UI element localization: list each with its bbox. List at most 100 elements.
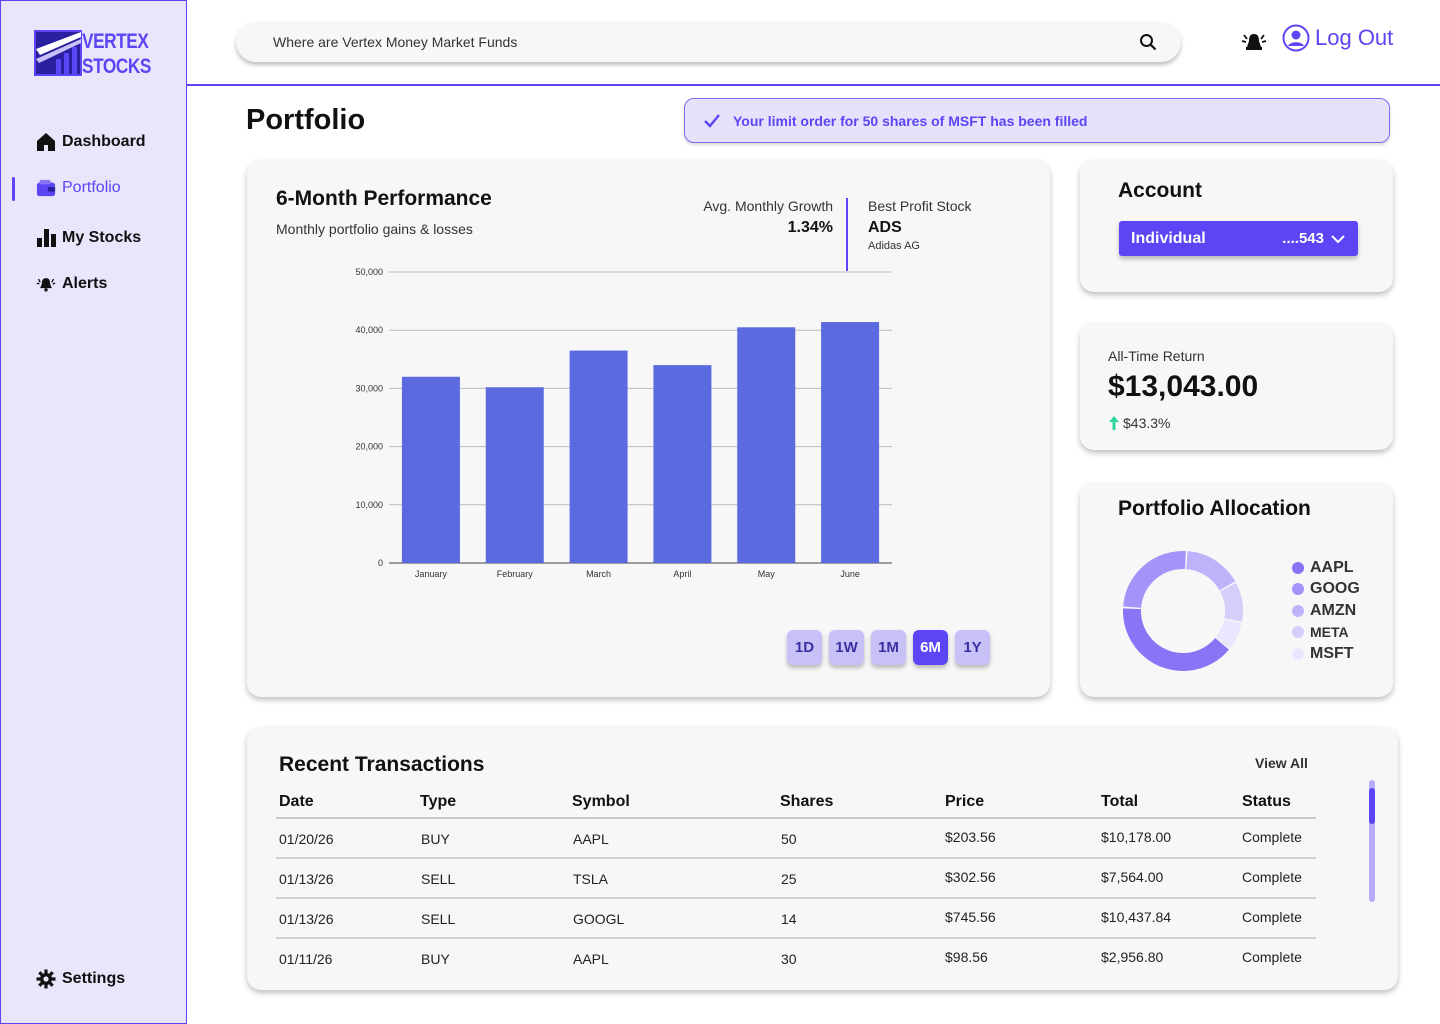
legend-label: AAPL xyxy=(1310,558,1354,576)
return-change-value: $43.3% xyxy=(1123,415,1171,431)
cell-shares: 25 xyxy=(781,871,797,887)
cell-status: Complete xyxy=(1242,949,1302,965)
performance-bar-chart: 0 10,000 20,000 30,000 40,000 50,000 January Fe… xyxy=(355,267,892,579)
cell-type: BUY xyxy=(421,951,450,967)
bar xyxy=(401,376,460,563)
search-icon[interactable] xyxy=(1139,33,1157,51)
column-header-symbol[interactable]: Symbol xyxy=(572,793,630,810)
arrow-up-icon xyxy=(1109,416,1119,430)
table-row[interactable]: 01/11/26 BUY AAPL 30 $98.56 $2,956.80 Co… xyxy=(276,939,1316,979)
bell-icon xyxy=(36,278,56,292)
range-button-1w[interactable]: 1W xyxy=(829,630,864,665)
cell-shares: 14 xyxy=(781,911,797,927)
search-input[interactable]: Where are Vertex Money Market Funds xyxy=(273,34,518,50)
cell-price: $203.56 xyxy=(945,829,996,845)
y-tick-label: 20,000 xyxy=(355,442,383,452)
donut-slice-amzn[interactable] xyxy=(1122,550,1244,672)
sidebar-item-settings[interactable]: Settings xyxy=(36,969,125,989)
bar-chart-icon xyxy=(37,229,56,247)
alarm-bell-icon[interactable] xyxy=(1240,28,1268,56)
account-title: Account xyxy=(1118,179,1202,202)
best-stock-name: Adidas AG xyxy=(868,240,920,252)
best-stock-symbol: ADS xyxy=(868,219,902,236)
legend-dot xyxy=(1292,583,1304,596)
logo-line2: STOCKS xyxy=(82,55,151,78)
column-header-date[interactable]: Date xyxy=(279,793,314,810)
column-header-type[interactable]: Type xyxy=(420,793,457,810)
table-row[interactable]: 01/13/26 SELL TSLA 25 $302.56 $7,564.00 … xyxy=(276,859,1316,899)
chevron-down-icon xyxy=(1331,234,1345,243)
sidebar: VERTEX STOCKS Dashboard Portfolio My Sto… xyxy=(0,0,187,1024)
account-type: Individual xyxy=(1131,229,1206,247)
donut-slice-aapl[interactable] xyxy=(1122,550,1244,672)
donut-slice-goog[interactable] xyxy=(1122,550,1244,672)
sidebar-item-dashboard[interactable]: Dashboard xyxy=(36,132,146,152)
sidebar-item-alerts[interactable]: Alerts xyxy=(36,274,107,294)
legend-dot xyxy=(1292,604,1304,617)
sidebar-item-label: Dashboard xyxy=(62,133,146,150)
legend-label: META xyxy=(1310,624,1349,641)
avg-growth-value: 1.34% xyxy=(787,219,833,236)
legend-item-msft: MSFT xyxy=(1292,643,1360,665)
logo[interactable]: VERTEX STOCKS xyxy=(34,29,154,81)
order-notification[interactable]: Your limit order for 50 shares of MSFT h… xyxy=(684,98,1390,143)
legend-label: AMZN xyxy=(1310,601,1357,619)
table-row[interactable]: 01/20/26 BUY AAPL 50 $203.56 $10,178.00 … xyxy=(276,819,1316,859)
gear-icon xyxy=(36,969,56,989)
range-button-1d[interactable]: 1D xyxy=(787,630,822,665)
cell-symbol: TSLA xyxy=(573,871,609,887)
logout-button[interactable]: Log Out xyxy=(1282,24,1393,52)
column-header-total[interactable]: Total xyxy=(1101,793,1139,810)
wallet-icon xyxy=(36,179,56,197)
allocation-legend: AAPL GOOG AMZN META MSFT xyxy=(1292,557,1360,665)
sidebar-item-label: Settings xyxy=(62,970,126,987)
legend-dot xyxy=(1292,626,1304,639)
performance-title: 6-Month Performance xyxy=(276,187,492,210)
sidebar-item-portfolio[interactable]: Portfolio xyxy=(36,178,121,198)
range-button-1m[interactable]: 1M xyxy=(871,630,906,665)
cell-type: SELL xyxy=(421,911,456,927)
column-header-price[interactable]: Price xyxy=(945,793,985,810)
cell-symbol: AAPL xyxy=(573,951,609,967)
allocation-title: Portfolio Allocation xyxy=(1118,497,1311,520)
cell-shares: 50 xyxy=(781,831,797,847)
legend-label: MSFT xyxy=(1310,644,1354,662)
x-tick-label: April xyxy=(673,569,691,579)
account-dropdown[interactable]: Individual ....543 xyxy=(1119,221,1358,256)
cell-total: $2,956.80 xyxy=(1101,949,1164,965)
cell-status: Complete xyxy=(1242,909,1302,925)
transactions-card: Recent Transactions View All Date Type S… xyxy=(247,727,1398,990)
return-change: $43.3% xyxy=(1108,415,1170,431)
logout-label: Log Out xyxy=(1315,25,1394,50)
range-button-6m[interactable]: 6M xyxy=(913,630,948,665)
return-label: All-Time Return xyxy=(1108,348,1205,364)
x-tick-label: March xyxy=(586,569,611,579)
cell-total: $7,564.00 xyxy=(1101,869,1164,885)
table-header: Date Type Symbol Shares Price Total Stat… xyxy=(276,790,1316,819)
range-selector: 1D 1W 1M 6M 1Y xyxy=(787,630,990,665)
scrollbar-thumb[interactable] xyxy=(1369,788,1375,824)
search-bar[interactable]: Where are Vertex Money Market Funds xyxy=(236,22,1181,62)
performance-subtitle: Monthly portfolio gains & losses xyxy=(276,221,473,237)
performance-card: 6-Month Performance Monthly portfolio ga… xyxy=(247,160,1050,697)
table-row[interactable]: 01/13/26 SELL GOOGL 14 $745.56 $10,437.8… xyxy=(276,899,1316,939)
bar xyxy=(737,327,796,563)
sidebar-item-my-stocks[interactable]: My Stocks xyxy=(36,228,141,248)
range-button-1y[interactable]: 1Y xyxy=(955,630,990,665)
cell-date: 01/13/26 xyxy=(279,911,334,927)
legend-item-aapl: AAPL xyxy=(1292,557,1360,579)
table-scrollbar[interactable] xyxy=(1369,780,1375,902)
sidebar-item-label: Portfolio xyxy=(62,179,121,196)
logo-text: VERTEX STOCKS xyxy=(82,29,151,79)
page-title: Portfolio xyxy=(246,104,366,136)
view-all-link[interactable]: View All xyxy=(1255,755,1308,771)
return-value: $13,043.00 xyxy=(1108,370,1259,403)
sidebar-item-label: My Stocks xyxy=(62,229,142,246)
notification-text: Your limit order for 50 shares of MSFT h… xyxy=(733,112,1088,129)
user-icon xyxy=(1282,24,1310,52)
allocation-card: Portfolio Allocation AAPL GOOG AMZN META… xyxy=(1080,483,1393,697)
column-header-shares[interactable]: Shares xyxy=(780,793,834,810)
column-header-status[interactable]: Status xyxy=(1242,793,1291,810)
stat-divider xyxy=(846,198,848,271)
y-tick-label: 50,000 xyxy=(355,267,383,277)
